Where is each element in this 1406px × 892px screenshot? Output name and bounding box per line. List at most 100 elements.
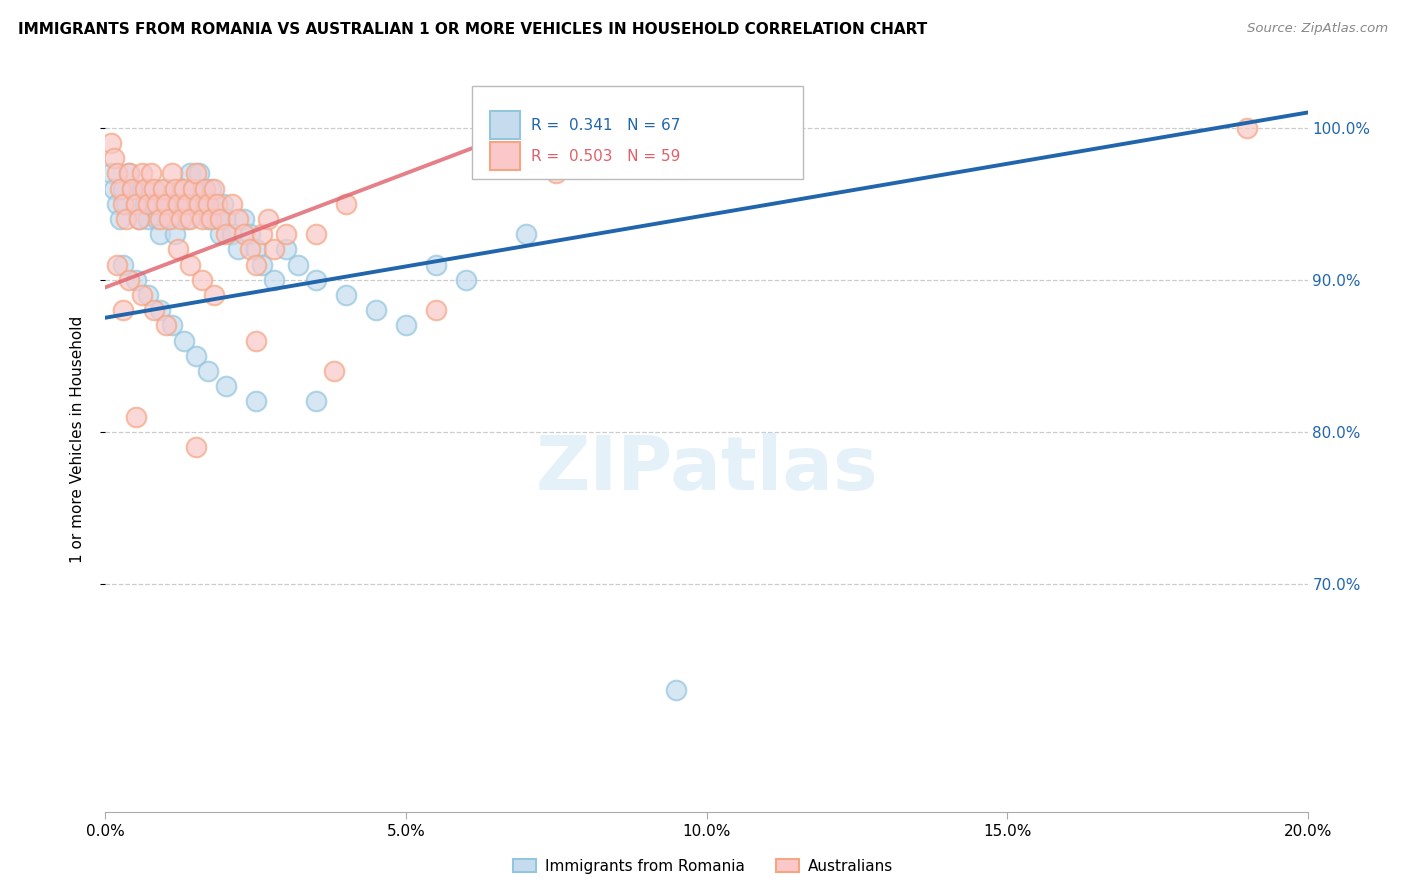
Point [197, 364, 219, 378]
Point [184, 166, 207, 180]
Point [239, 242, 262, 256]
Point [179, 258, 201, 272]
Text: R =  0.341   N = 67: R = 0.341 N = 67 [531, 118, 681, 133]
Point [205, 196, 228, 211]
FancyBboxPatch shape [491, 112, 520, 139]
FancyBboxPatch shape [472, 86, 803, 178]
Text: Source: ZipAtlas.com: Source: ZipAtlas.com [1247, 22, 1388, 36]
Point [118, 166, 141, 180]
Point [194, 196, 217, 211]
Point [121, 181, 143, 195]
Point [163, 227, 186, 241]
Point [274, 242, 297, 256]
Point [115, 196, 138, 211]
Point [100, 136, 122, 150]
Point [305, 394, 328, 409]
Point [160, 166, 183, 180]
Point [155, 196, 177, 211]
Point [187, 196, 209, 211]
Text: IMMIGRANTS FROM ROMANIA VS AUSTRALIAN 1 OR MORE VEHICLES IN HOUSEHOLD CORRELATIO: IMMIGRANTS FROM ROMANIA VS AUSTRALIAN 1 … [18, 22, 928, 37]
Point [202, 196, 225, 211]
Point [211, 196, 233, 211]
Point [197, 196, 219, 211]
Point [322, 364, 344, 378]
Point [221, 196, 243, 211]
Point [190, 273, 212, 287]
Point [136, 211, 159, 226]
Point [124, 409, 146, 424]
Point [184, 196, 207, 211]
Point [166, 242, 188, 256]
Point [115, 211, 138, 226]
Point [205, 211, 228, 226]
Point [250, 227, 273, 241]
Point [202, 288, 225, 302]
Point [103, 151, 125, 165]
Point [274, 227, 297, 241]
Point [142, 196, 165, 211]
Point [136, 196, 159, 211]
Point [197, 211, 219, 226]
Point [173, 196, 195, 211]
Point [155, 318, 177, 333]
Point [128, 211, 150, 226]
Point [148, 303, 170, 318]
Point [245, 394, 267, 409]
Point [142, 303, 165, 318]
Point [136, 288, 159, 302]
Point [107, 258, 129, 272]
Point [263, 242, 285, 256]
Point [214, 211, 236, 226]
Point [173, 334, 195, 348]
Point [179, 211, 201, 226]
Point [202, 181, 225, 195]
Point [245, 334, 267, 348]
Point [166, 196, 188, 211]
Legend: Immigrants from Romania, Australians: Immigrants from Romania, Australians [508, 853, 898, 880]
Point [155, 181, 177, 195]
Point [124, 273, 146, 287]
Point [134, 196, 156, 211]
Point [139, 166, 162, 180]
Point [190, 181, 212, 195]
Point [112, 196, 135, 211]
Point [226, 242, 249, 256]
Point [131, 288, 153, 302]
Point [142, 181, 165, 195]
Point [152, 196, 174, 211]
Point [250, 258, 273, 272]
Point [232, 211, 254, 226]
Point [145, 196, 167, 211]
Point [169, 181, 191, 195]
Point [176, 196, 198, 211]
Point [194, 181, 217, 195]
Point [190, 211, 212, 226]
Point [118, 273, 141, 287]
Point [176, 211, 198, 226]
Point [364, 303, 387, 318]
Text: R =  0.503   N = 59: R = 0.503 N = 59 [531, 149, 681, 163]
Point [131, 166, 153, 180]
Point [118, 166, 141, 180]
Point [425, 258, 447, 272]
Point [425, 303, 447, 318]
Point [200, 181, 222, 195]
Point [232, 227, 254, 241]
Point [179, 166, 201, 180]
Point [166, 196, 188, 211]
Point [103, 181, 125, 195]
Point [148, 227, 170, 241]
Point [131, 181, 153, 195]
Point [263, 273, 285, 287]
Point [214, 227, 236, 241]
Y-axis label: 1 or more Vehicles in Household: 1 or more Vehicles in Household [70, 316, 84, 563]
Point [184, 349, 207, 363]
Point [187, 166, 209, 180]
Point [287, 258, 309, 272]
Point [112, 258, 135, 272]
Point [157, 196, 180, 211]
Point [134, 181, 156, 195]
Text: ZIPatlas: ZIPatlas [536, 433, 877, 506]
Point [256, 211, 278, 226]
Point [157, 211, 180, 226]
